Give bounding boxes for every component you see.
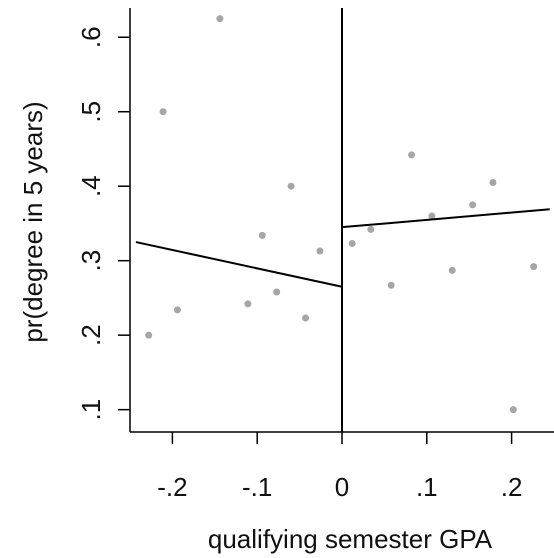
data-point bbox=[448, 266, 456, 274]
data-point bbox=[348, 240, 356, 248]
y-tick-label: .1 bbox=[76, 399, 106, 421]
data-point bbox=[173, 306, 181, 314]
data-point bbox=[509, 406, 517, 414]
data-point bbox=[258, 231, 266, 239]
x-tick-label: .1 bbox=[416, 472, 438, 502]
data-point bbox=[216, 15, 224, 23]
data-point bbox=[408, 151, 416, 159]
y-tick-label: .5 bbox=[76, 101, 106, 123]
fit-line-left bbox=[135, 241, 343, 288]
data-point bbox=[273, 288, 281, 296]
fit-line-right bbox=[341, 208, 550, 229]
data-point bbox=[145, 331, 153, 339]
data-point bbox=[489, 178, 497, 186]
data-point bbox=[367, 225, 375, 233]
data-point bbox=[316, 247, 324, 255]
y-tick-label: .6 bbox=[76, 26, 106, 48]
axes: -.2 -.1 0 .1 .2 .1 .2 .3 .4 .5 .6 bbox=[76, 8, 554, 502]
x-tick-label: .2 bbox=[501, 472, 523, 502]
x-tick-label: -.2 bbox=[157, 472, 187, 502]
data-point bbox=[428, 212, 436, 220]
data-point bbox=[469, 201, 477, 209]
data-point bbox=[159, 108, 167, 116]
data-point bbox=[287, 182, 295, 190]
data-point bbox=[387, 281, 395, 289]
fit-lines bbox=[135, 208, 550, 288]
y-tick-label: .4 bbox=[76, 175, 106, 197]
y-tick-label: .2 bbox=[76, 324, 106, 346]
data-points bbox=[145, 15, 538, 414]
x-tick-label: 0 bbox=[335, 472, 349, 502]
data-point bbox=[530, 263, 538, 271]
x-axis-title: qualifying semester GPA bbox=[208, 524, 493, 554]
data-point bbox=[244, 300, 252, 308]
x-tick-label: -.1 bbox=[242, 472, 272, 502]
y-tick-label: .3 bbox=[76, 250, 106, 272]
data-point bbox=[302, 314, 310, 322]
y-axis-title: pr(degree in 5 years) bbox=[18, 101, 48, 342]
